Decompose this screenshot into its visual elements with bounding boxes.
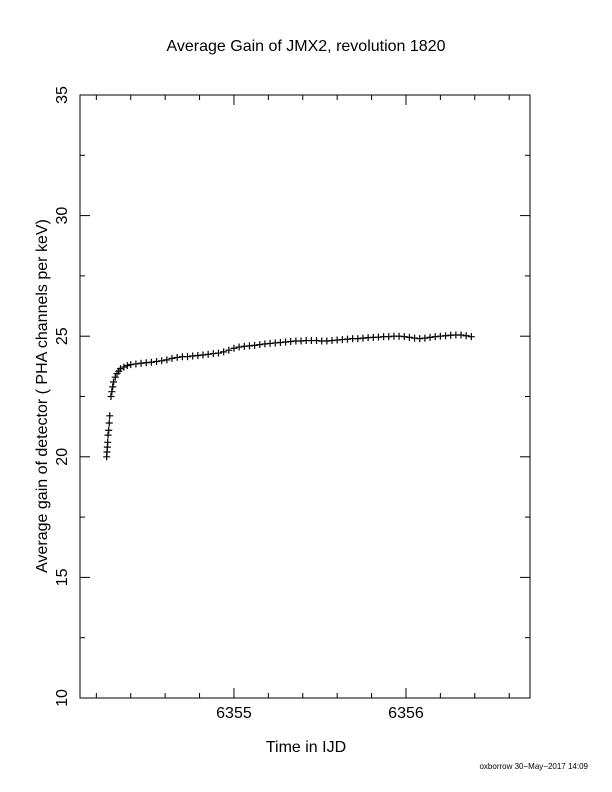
y-axis-label: Average gain of detector ( PHA channels … — [34, 219, 51, 573]
data-point — [405, 333, 413, 341]
data-point — [214, 349, 222, 357]
data-point — [173, 353, 181, 361]
data-point — [106, 412, 114, 420]
data-point — [110, 378, 118, 386]
chart-title: Average Gain of JMX2, revolution 1820 — [167, 38, 446, 55]
data-point — [225, 346, 233, 354]
data-point — [120, 363, 128, 371]
x-tick-label: 6356 — [388, 705, 424, 722]
data-point — [109, 383, 117, 391]
data-point — [147, 358, 155, 366]
data-point — [105, 419, 113, 427]
data-point — [107, 393, 115, 400]
data-point — [400, 333, 408, 341]
data-point — [116, 365, 124, 373]
data-point — [235, 343, 243, 351]
data-point — [153, 358, 161, 366]
data-point — [256, 341, 264, 349]
data-point — [132, 360, 140, 368]
y-tick-label: 20 — [54, 448, 71, 466]
data-point — [127, 361, 135, 369]
data-point — [199, 351, 207, 359]
data-point — [251, 341, 259, 349]
data-point — [426, 333, 434, 341]
data-point — [108, 388, 116, 396]
data-point — [104, 431, 112, 439]
data-point — [457, 331, 465, 339]
data-point — [105, 426, 113, 434]
data-point — [467, 333, 475, 341]
footer: oxborrow 30−May−2017 14:09 — [479, 762, 588, 771]
data-point — [220, 348, 228, 356]
data-point — [421, 334, 429, 342]
data-point — [462, 332, 470, 340]
y-tick-label: 35 — [54, 86, 71, 104]
data-point — [123, 362, 131, 370]
plot-frame — [79, 94, 531, 699]
data-point — [111, 373, 119, 381]
y-tick-label: 15 — [54, 568, 71, 586]
data-point — [158, 357, 166, 365]
y-tick-label: 30 — [54, 207, 71, 225]
data-point — [184, 353, 192, 361]
data-point — [163, 356, 171, 364]
x-axis-label: Time in IJD — [266, 739, 346, 756]
data-point — [230, 344, 238, 352]
x-tick-label: 6355 — [216, 705, 252, 722]
y-tick-label: 10 — [54, 689, 71, 707]
y-tick-label: 25 — [54, 327, 71, 345]
data-point — [168, 354, 176, 362]
data-point — [104, 438, 112, 446]
data-point — [204, 350, 212, 358]
